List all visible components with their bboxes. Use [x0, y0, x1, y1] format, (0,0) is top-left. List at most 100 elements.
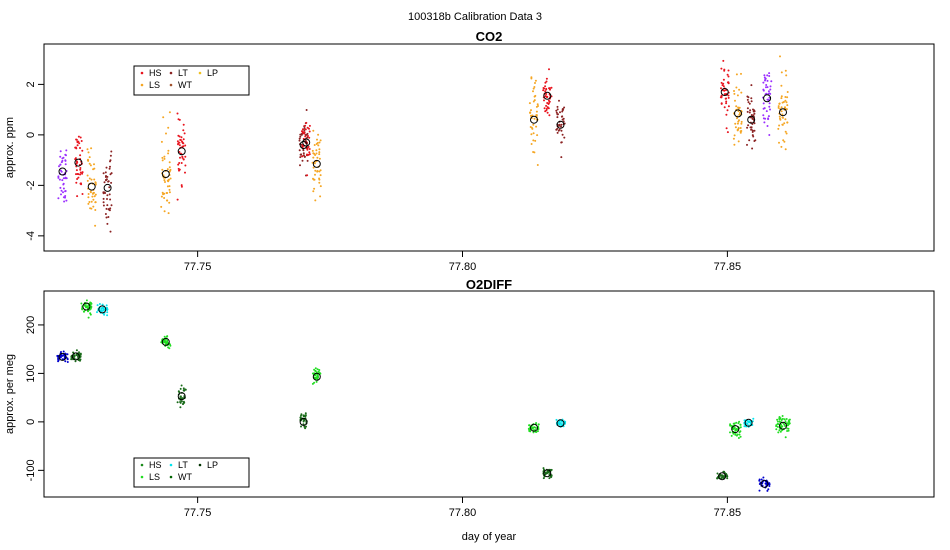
co2-data-point — [77, 135, 80, 138]
o2diff-data-point — [304, 427, 307, 430]
co2-data-point — [765, 86, 767, 89]
o2diff-data-point — [777, 431, 780, 434]
co2-data-point — [316, 138, 318, 141]
co2-series-mean-marker — [302, 138, 311, 147]
co2-data-point — [746, 107, 749, 110]
o2diff-data-point — [735, 421, 738, 424]
co2-data-point — [732, 137, 735, 140]
co2-data-point — [779, 117, 781, 120]
o2diff-data-point — [758, 478, 761, 481]
co2-data-point — [107, 216, 110, 218]
co2-data-point — [306, 159, 309, 162]
o2diff-data-point — [739, 430, 742, 433]
o2diff-legend-box — [133, 457, 250, 488]
co2-data-point — [737, 110, 740, 113]
co2-data-point — [168, 191, 171, 194]
co2-data-point — [532, 90, 534, 93]
co2-data-point — [750, 116, 753, 119]
co2-data-point — [62, 182, 65, 185]
o2diff-data-point — [738, 420, 741, 423]
o2diff-data-point — [561, 423, 563, 426]
co2-data-point — [777, 105, 780, 108]
co2-data-point — [318, 157, 321, 160]
co2-legend-swatch — [140, 83, 144, 87]
co2-data-point — [737, 127, 740, 130]
co2-data-point — [764, 78, 767, 81]
co2-data-point — [301, 155, 304, 158]
co2-data-point — [746, 98, 749, 101]
co2-data-point — [784, 130, 787, 133]
co2-legend-swatch — [140, 71, 144, 75]
o2diff-data-point — [56, 354, 59, 357]
co2-data-point — [79, 168, 82, 171]
co2-data-point — [560, 129, 563, 132]
co2-data-point — [545, 104, 548, 107]
co2-data-point — [64, 195, 67, 197]
co2-series-mean-marker — [299, 141, 308, 149]
co2-y-tick-label: -4 — [25, 231, 37, 241]
co2-data-point — [77, 173, 80, 176]
co2-data-point — [88, 156, 91, 159]
o2diff-data-point — [300, 413, 303, 416]
co2-data-point — [783, 122, 786, 125]
co2-data-point — [65, 149, 68, 152]
co2-data-point — [306, 153, 308, 156]
co2-data-point — [109, 198, 112, 201]
co2-data-point — [91, 195, 94, 198]
co2-data-point — [778, 115, 781, 118]
o2diff-data-point — [80, 302, 83, 305]
co2-data-point — [89, 207, 92, 210]
co2-data-point — [737, 140, 740, 143]
co2-data-point — [109, 154, 112, 157]
o2diff-data-point — [311, 372, 314, 375]
o2diff-data-point — [73, 355, 76, 357]
o2diff-data-point — [300, 414, 302, 417]
co2-data-point — [545, 77, 548, 80]
o2diff-data-point — [743, 425, 746, 428]
o2diff-data-point — [87, 306, 90, 309]
co2-data-point — [180, 162, 183, 164]
co2-data-point — [739, 131, 742, 134]
o2diff-data-point — [544, 471, 547, 474]
co2-data-point — [105, 207, 108, 210]
o2diff-data-point — [739, 435, 742, 438]
co2-data-point — [536, 164, 539, 166]
co2-data-point — [529, 111, 532, 114]
o2diff-series-mean-marker — [760, 479, 769, 488]
co2-data-point — [308, 153, 311, 156]
co2-data-point — [780, 106, 783, 109]
co2-data-point — [725, 113, 728, 116]
co2-data-point — [64, 176, 67, 179]
o2diff-data-point — [81, 307, 84, 310]
o2diff-data-point — [304, 414, 307, 417]
co2-data-point — [740, 72, 742, 75]
co2-data-point — [102, 192, 105, 195]
co2-data-point — [754, 139, 757, 142]
co2-data-point — [736, 117, 738, 120]
co2-data-point — [304, 135, 307, 138]
o2diff-data-point — [528, 424, 531, 427]
co2-data-point — [105, 179, 107, 182]
co2-data-point — [177, 167, 180, 170]
o2diff-data-point — [318, 369, 321, 371]
co2-data-point — [181, 155, 184, 158]
co2-data-point — [762, 81, 765, 84]
co2-data-point — [536, 134, 539, 137]
co2-data-point — [750, 100, 753, 103]
co2-data-point — [532, 151, 535, 153]
co2-data-point — [545, 107, 548, 110]
co2-data-point — [535, 125, 538, 128]
o2diff-data-point — [787, 424, 789, 427]
o2diff-data-point — [528, 429, 531, 432]
co2-data-point — [781, 101, 784, 104]
o2diff-series-mean-marker — [530, 423, 538, 432]
o2diff-data-point — [766, 489, 769, 492]
o2diff-data-point — [749, 420, 752, 423]
o2diff-data-point — [734, 433, 737, 436]
o2diff-data-point — [762, 476, 765, 479]
co2-series-mean-marker — [556, 120, 565, 129]
co2-data-point — [178, 162, 181, 164]
o2diff-data-point — [533, 426, 536, 429]
o2diff-data-point — [82, 310, 85, 313]
